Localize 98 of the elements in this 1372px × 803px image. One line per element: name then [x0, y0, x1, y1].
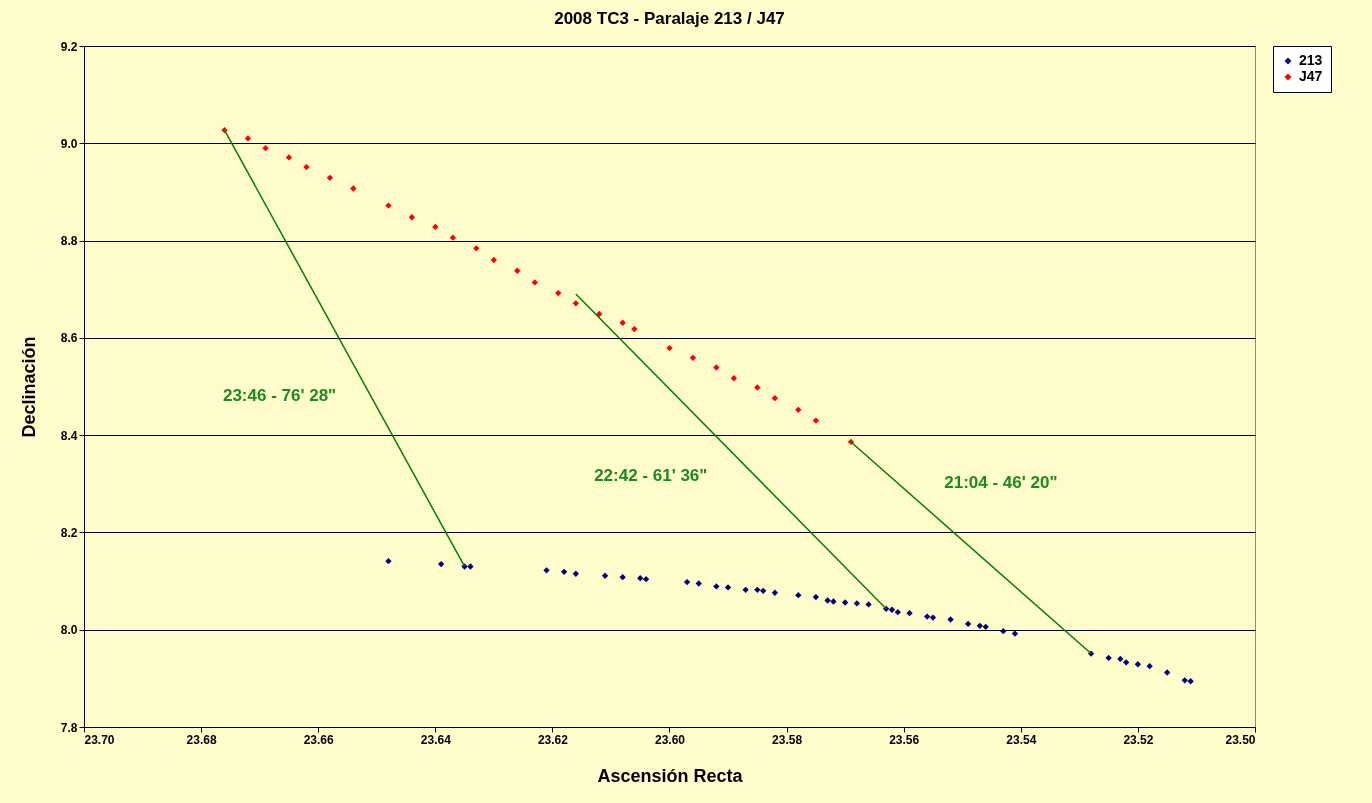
x-tick-label: 23.56: [889, 732, 920, 747]
point: [947, 616, 954, 623]
y-tick-label: 7.8: [60, 720, 78, 735]
y-tick-label: 8.0: [60, 623, 78, 638]
point: [1164, 669, 1171, 676]
point: [929, 614, 937, 621]
annotation: 21:04 - 46' 20": [944, 472, 1058, 492]
point: [572, 570, 579, 577]
point: [894, 609, 902, 616]
point: [637, 574, 644, 582]
point: [1117, 655, 1124, 663]
point: [888, 606, 896, 613]
point: [964, 620, 972, 628]
y-tick-label: 8.8: [60, 234, 78, 249]
point: [824, 597, 831, 604]
x-tick-label: 23.68: [186, 732, 217, 747]
point: [771, 589, 779, 596]
point: [795, 406, 802, 414]
point: [853, 600, 861, 607]
point: [385, 202, 392, 209]
legend-label: 213: [1299, 52, 1323, 68]
point: [771, 395, 779, 402]
x-tick-label: 23.66: [303, 732, 335, 747]
point: [1011, 630, 1019, 637]
x-tick-label: 23.50: [1225, 732, 1256, 747]
point: [976, 622, 983, 629]
point: [432, 223, 439, 231]
y-tick-label: 8.2: [60, 525, 78, 540]
point: [724, 584, 732, 591]
point: [713, 583, 720, 590]
point: [754, 384, 761, 391]
x-tick-label: 23.70: [84, 732, 115, 747]
point: [689, 354, 697, 361]
point: [543, 567, 550, 574]
point: [760, 587, 767, 594]
chart-title: 2008 TC3 - Paralaje 213 / J47: [554, 9, 785, 28]
x-tick-label: 23.52: [1123, 732, 1154, 747]
point: [560, 568, 568, 575]
point: [244, 135, 252, 142]
point: [555, 289, 562, 297]
point: [1105, 654, 1112, 662]
point: [742, 586, 749, 593]
point: [812, 593, 820, 601]
point: [449, 234, 457, 241]
point: [795, 592, 802, 599]
point: [1123, 659, 1130, 666]
point: [754, 586, 761, 593]
point: [572, 300, 579, 307]
y-tick-label: 8.6: [60, 331, 78, 346]
point: [1187, 678, 1194, 685]
point: [730, 375, 738, 382]
legend-label: J47: [1299, 68, 1323, 84]
point: [437, 560, 445, 568]
point: [683, 578, 691, 586]
point: [514, 267, 521, 274]
point: [326, 174, 334, 181]
y-tick-label: 9.2: [60, 39, 78, 54]
point: [350, 185, 357, 192]
point: [982, 623, 989, 630]
x-tick-label: 23.64: [420, 732, 452, 747]
x-tick-label: 23.60: [654, 732, 686, 747]
point: [923, 613, 931, 620]
x-tick-label: 23.54: [1006, 732, 1037, 747]
point: [865, 601, 872, 608]
point: [830, 598, 837, 605]
point: [408, 214, 416, 221]
point: [601, 572, 609, 579]
point: [385, 557, 392, 565]
point: [1146, 663, 1153, 670]
annotation: 23:46 - 76' 28": [222, 386, 337, 406]
point: [262, 144, 269, 152]
x-axis-title: Ascensión Recta: [597, 765, 744, 786]
point: [619, 574, 626, 581]
point: [490, 256, 498, 264]
point: [619, 319, 626, 326]
x-tick-label: 23.58: [772, 732, 803, 747]
point: [596, 310, 603, 318]
annotation: 22:42 - 61' 36": [594, 465, 708, 485]
point: [812, 417, 820, 424]
point: [642, 575, 650, 583]
point: [841, 599, 849, 606]
y-tick-label: 8.4: [60, 428, 78, 443]
x-tick-label: 23.62: [537, 732, 569, 747]
point: [1000, 628, 1007, 635]
point: [666, 344, 673, 352]
point: [1181, 677, 1188, 684]
y-tick-label: 9.0: [60, 136, 78, 151]
point: [531, 279, 538, 286]
point: [906, 610, 913, 617]
point: [631, 325, 638, 333]
point: [467, 563, 474, 570]
y-axis-title: Declinación: [18, 336, 39, 438]
point: [713, 364, 720, 371]
point: [473, 245, 480, 252]
point: [303, 163, 310, 171]
point: [285, 154, 293, 161]
point: [695, 580, 702, 587]
point: [1134, 661, 1142, 668]
